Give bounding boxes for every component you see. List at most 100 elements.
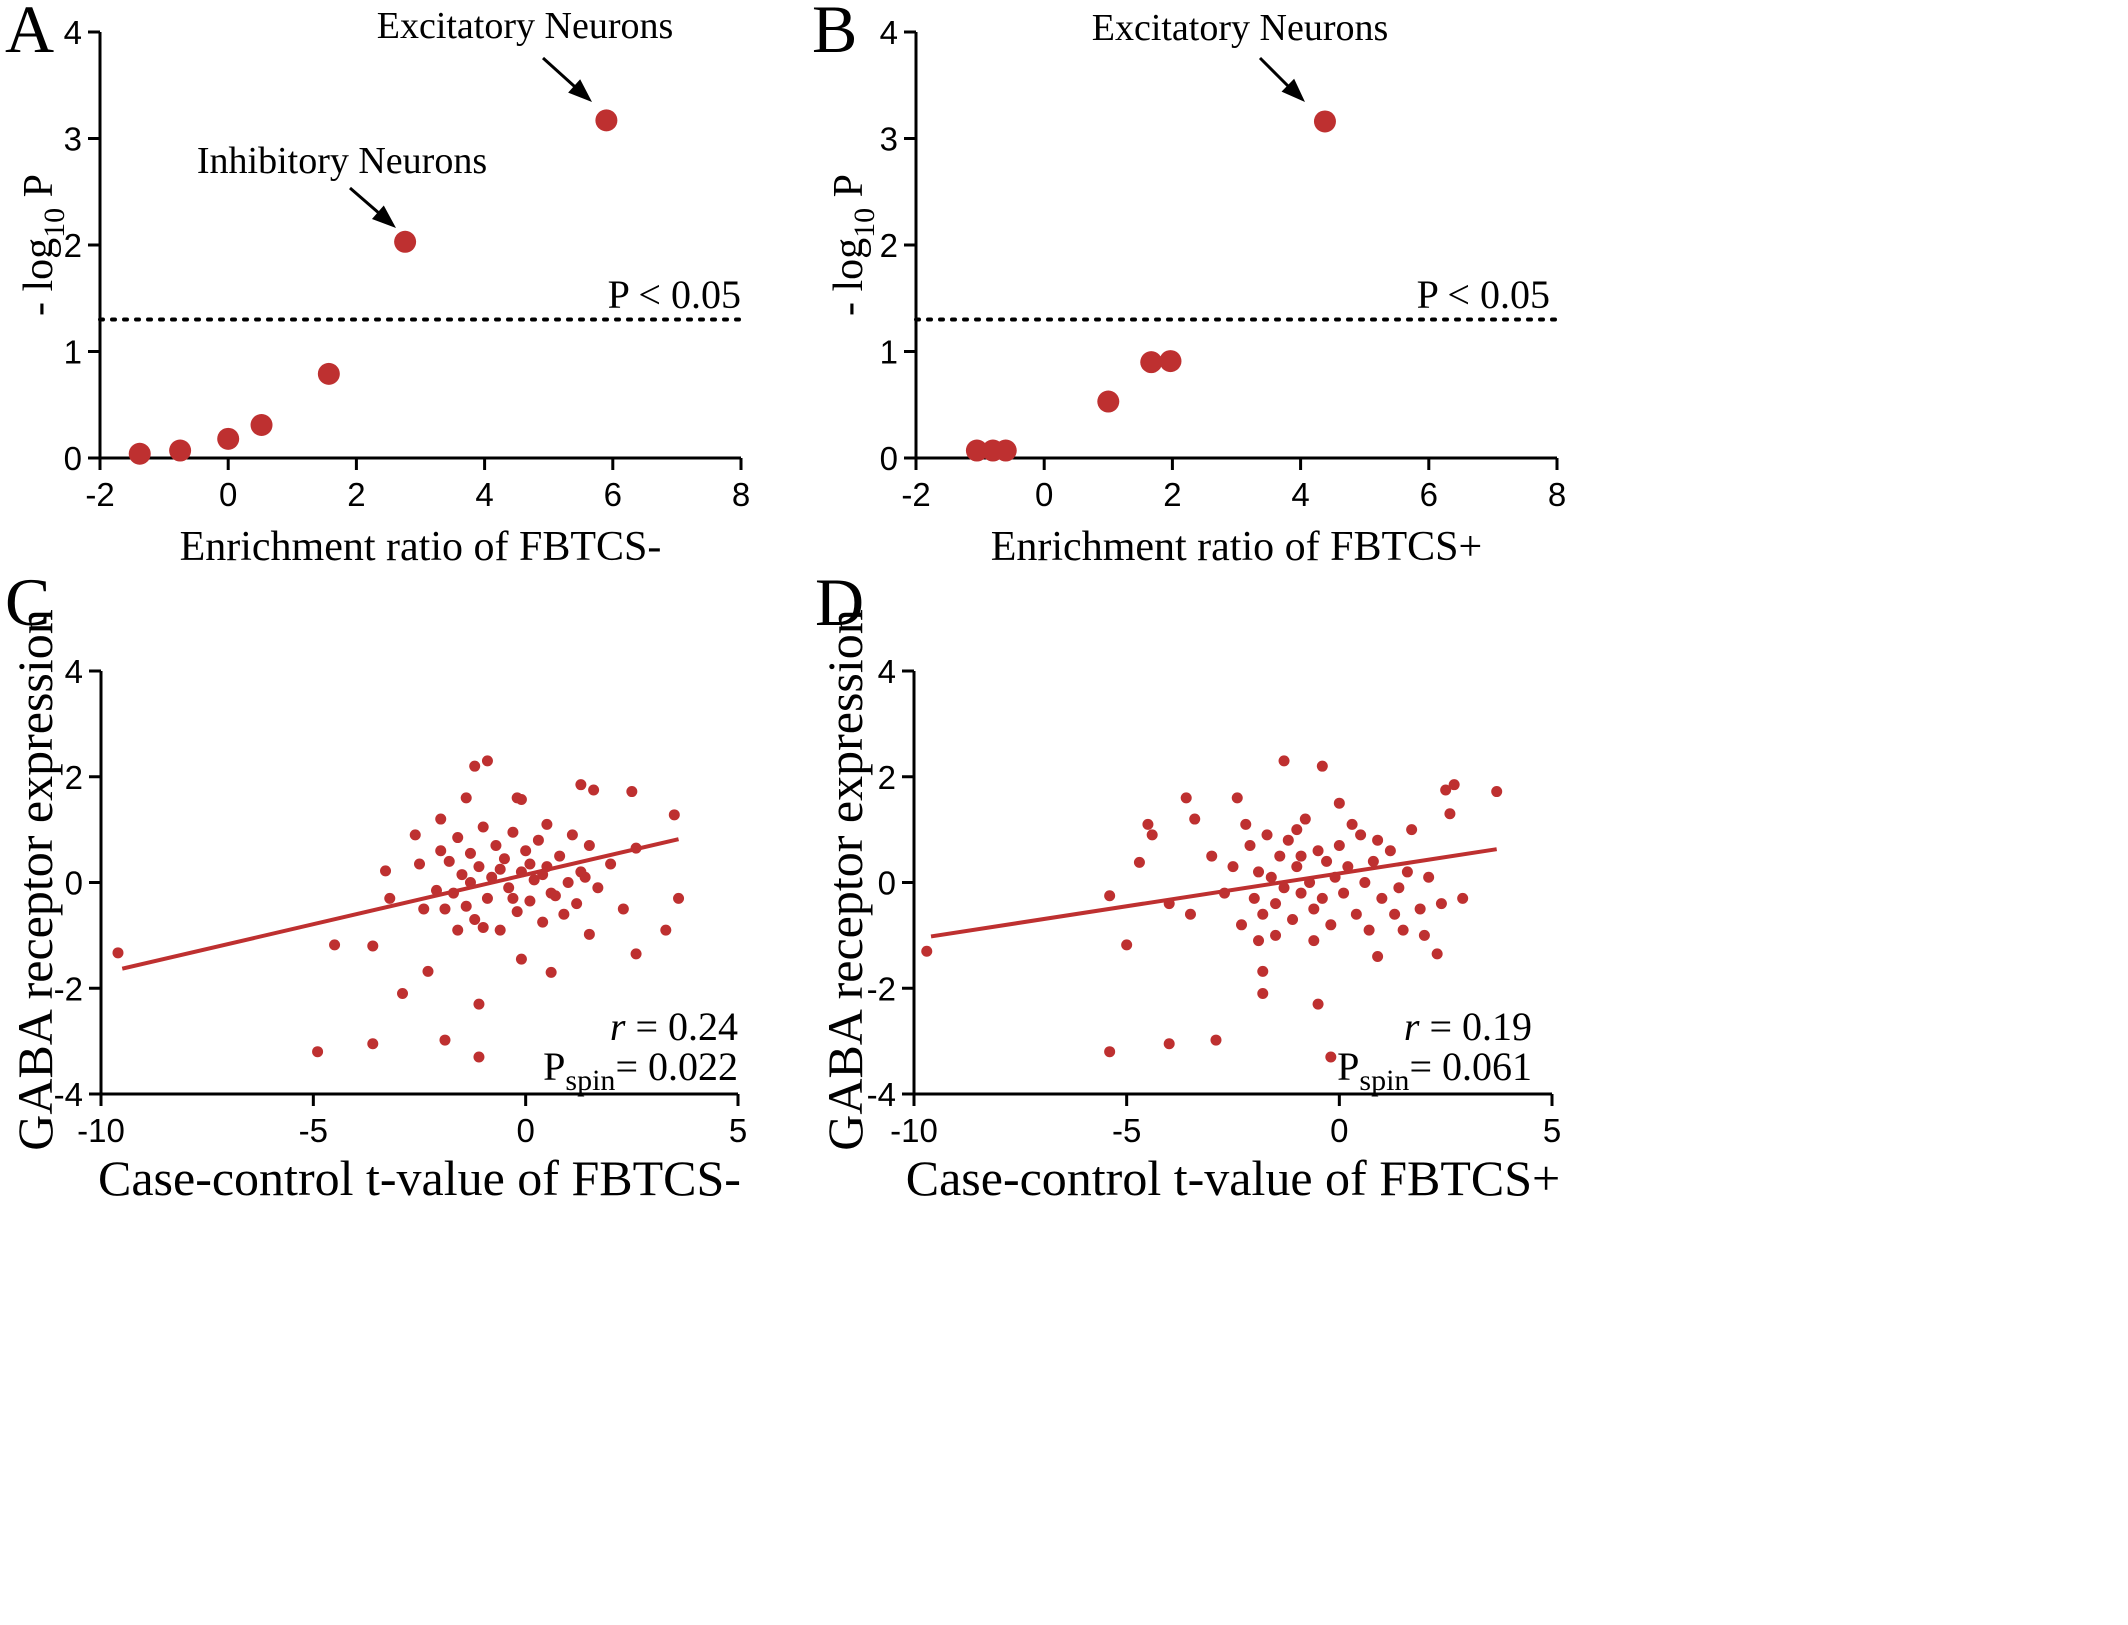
- data-point: [414, 858, 425, 870]
- data-point: [1210, 1034, 1222, 1046]
- data-point: [1312, 845, 1324, 857]
- data-point: [575, 779, 587, 791]
- data-point: [1291, 861, 1303, 873]
- x-axis-title: Enrichment ratio of FBTCS+: [991, 524, 1482, 570]
- y-tick-label: 4: [64, 14, 82, 51]
- data-point: [418, 903, 430, 915]
- data-point: [1265, 871, 1277, 883]
- data-point: [1312, 998, 1324, 1010]
- panel-letter: A: [5, 0, 54, 67]
- p-stat-label: P: [543, 1044, 565, 1089]
- data-point: [1435, 898, 1447, 910]
- data-point: [1142, 818, 1154, 830]
- y-axis-title: - log10 P: [826, 174, 881, 316]
- data-point: [1206, 850, 1218, 862]
- panel-letter: D: [815, 564, 864, 640]
- x-tick-label: 5: [1543, 1112, 1561, 1149]
- annotation-label: Excitatory Neurons: [1092, 7, 1389, 49]
- y-axis-title: GABA receptor expression: [7, 609, 63, 1151]
- data-point: [409, 829, 421, 841]
- data-point: [1253, 935, 1265, 947]
- data-point: [1372, 834, 1384, 846]
- data-point: [443, 855, 455, 867]
- data-point: [562, 877, 574, 888]
- r-stat-value: = 0.19: [1419, 1004, 1532, 1049]
- data-point: [250, 413, 273, 436]
- y-tick-label: -4: [54, 1076, 83, 1113]
- data-point: [1333, 797, 1345, 809]
- data-point: [494, 924, 506, 936]
- data-point: [524, 895, 536, 907]
- y-tick-label: 3: [64, 121, 82, 158]
- data-point: [583, 839, 595, 851]
- data-point: [626, 786, 638, 798]
- p-stat-sub: spin: [1359, 1064, 1409, 1097]
- y-tick-label: -2: [54, 970, 83, 1007]
- y-tick-label: 4: [878, 653, 896, 690]
- data-point: [532, 834, 544, 846]
- data-point: [1418, 929, 1430, 941]
- data-point: [1253, 866, 1265, 878]
- x-tick-label: 4: [475, 476, 493, 513]
- data-point: [460, 792, 472, 804]
- x-tick-label: 5: [729, 1112, 747, 1149]
- r-stat: r = 0.19: [1404, 1004, 1532, 1049]
- y-tick-label: 0: [64, 440, 82, 477]
- data-point: [1406, 824, 1418, 836]
- data-point: [549, 890, 561, 902]
- x-tick-label: 0: [1035, 476, 1053, 513]
- data-point: [1372, 951, 1384, 963]
- data-point: [1308, 903, 1320, 915]
- data-point: [588, 784, 600, 796]
- x-tick-label: 8: [732, 476, 750, 513]
- data-point: [490, 839, 502, 851]
- data-point: [630, 948, 642, 960]
- data-point: [394, 230, 417, 253]
- threshold-label: P < 0.05: [608, 272, 741, 317]
- x-tick-label: 0: [516, 1112, 534, 1149]
- r-stat-value: = 0.24: [625, 1004, 738, 1049]
- data-point: [1097, 390, 1120, 413]
- data-point: [554, 850, 566, 862]
- panel-letter: C: [5, 564, 50, 640]
- data-point: [1333, 839, 1345, 851]
- data-point: [217, 427, 240, 450]
- regression-line: [930, 847, 1498, 939]
- x-tick-label: -2: [85, 476, 114, 513]
- data-point: [473, 998, 485, 1010]
- data-point: [1444, 808, 1456, 820]
- data-point: [595, 109, 618, 132]
- data-point: [1231, 792, 1243, 804]
- data-point: [481, 755, 493, 767]
- data-point: [503, 882, 515, 894]
- data-point: [1367, 855, 1379, 867]
- data-point: [1350, 908, 1362, 920]
- data-point: [545, 966, 557, 978]
- data-point: [1414, 903, 1426, 915]
- data-point: [965, 439, 988, 462]
- x-tick-label: 0: [219, 476, 237, 513]
- p-spin-stat: Pspin= 0.061: [1337, 1044, 1532, 1097]
- p-stat-value: = 0.022: [615, 1044, 738, 1089]
- data-point: [994, 439, 1017, 462]
- y-axis-title-pre: - log: [16, 238, 62, 316]
- data-point: [469, 914, 481, 926]
- y-tick-label: -2: [867, 970, 896, 1007]
- data-point: [1244, 839, 1256, 851]
- data-point: [367, 940, 379, 952]
- data-point: [1295, 850, 1307, 862]
- annotation-label: Inhibitory Neurons: [197, 140, 487, 182]
- data-point: [558, 908, 570, 920]
- data-point: [439, 1034, 451, 1046]
- y-tick-label: 2: [65, 759, 83, 796]
- data-point: [1397, 924, 1409, 936]
- x-tick-label: 8: [1548, 476, 1566, 513]
- data-point: [473, 1051, 485, 1063]
- data-point: [422, 965, 434, 977]
- x-tick-label: 4: [1291, 476, 1309, 513]
- x-tick-label: 2: [347, 476, 365, 513]
- data-point: [435, 845, 447, 857]
- data-point: [921, 945, 933, 957]
